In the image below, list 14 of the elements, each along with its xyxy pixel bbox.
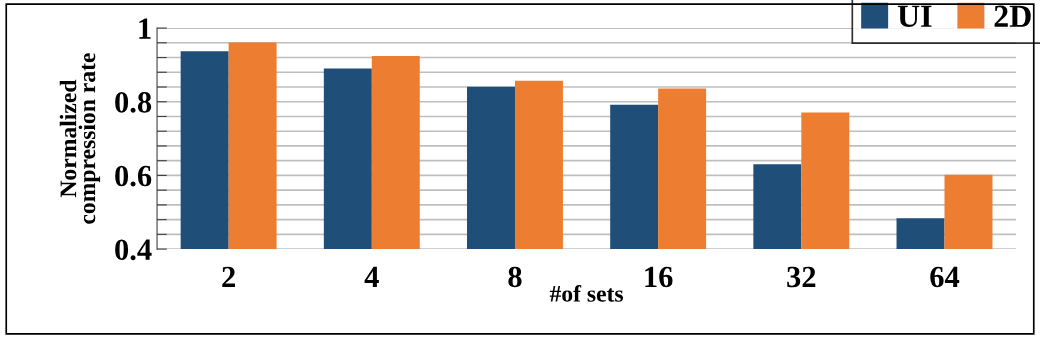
x-tick-label: 8 xyxy=(508,266,522,288)
x-tick-label: 16 xyxy=(645,266,673,288)
y-tick-label: 0.6 xyxy=(115,165,152,187)
x-tick-label: 32 xyxy=(787,266,816,288)
legend-label: 2D xyxy=(994,5,1031,27)
y-tick-label: 0.8 xyxy=(115,92,152,113)
x-tick-label: 2 xyxy=(222,266,235,287)
x-tick-label: 4 xyxy=(364,266,379,287)
y-axis-title: Normalized compression rate xyxy=(59,53,101,224)
y-tick-label: 0.4 xyxy=(115,239,152,261)
x-axis-title: #of sets xyxy=(549,284,624,302)
x-tick-label: 64 xyxy=(930,266,960,288)
y-tick-label: 1 xyxy=(139,18,151,39)
legend-label: UI xyxy=(897,5,932,27)
